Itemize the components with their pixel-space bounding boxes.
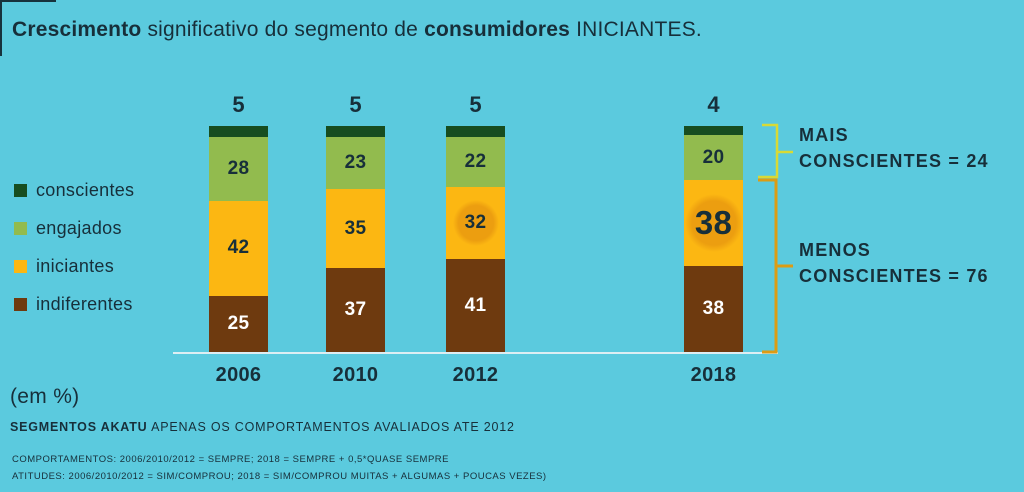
segment-value-iniciantes-2018: 38 — [694, 204, 733, 242]
legend-label: iniciantes — [36, 255, 115, 276]
segment-value-iniciantes-2006: 42 — [227, 237, 250, 259]
legend-swatch-engajados — [14, 221, 27, 235]
bar-segment-iniciantes-2012: 32 — [446, 187, 505, 260]
bar-segment-indiferentes-2010: 37 — [326, 268, 385, 352]
legend-item-conscientes: conscientes — [14, 179, 134, 201]
title-bold-crescimento: Crescimento — [12, 18, 142, 41]
fine-print-atitudes: ATITUDES: 2006/2010/2012 = SIM/COMPROU; … — [12, 471, 547, 482]
bar-segment-iniciantes-2010: 35 — [326, 189, 385, 269]
title-text-end: INICIANTES. — [570, 18, 702, 41]
mais-line1: MAIS — [799, 125, 849, 145]
menos-line2: CONSCIENTES = 76 — [799, 266, 989, 287]
bar-segment-conscientes-2010 — [326, 126, 385, 138]
bracket-menos-conscientes — [758, 178, 793, 354]
segment-value-iniciantes-2012: 32 — [464, 212, 487, 234]
legend-swatch-conscientes — [14, 183, 27, 197]
segment-value-iniciantes-2010: 35 — [344, 217, 367, 239]
page-title: Crescimento significativo do segmento de… — [12, 18, 702, 42]
legend-swatch-iniciantes — [14, 259, 27, 273]
bar-2018: 4 20 38 38 — [684, 92, 743, 352]
legend-item-indiferentes: indiferentes — [14, 293, 134, 315]
bar-2006: 5 28 42 25 — [209, 92, 268, 352]
fine-print-comportamentos: COMPORTAMENTOS: 2006/2010/2012 = SEMPRE;… — [12, 454, 449, 465]
menos-line1: MENOS — [799, 240, 872, 260]
bar-segment-engajados-2006: 28 — [209, 137, 268, 201]
segment-value-engajados-2012: 22 — [464, 151, 487, 173]
bar-segment-iniciantes-2006: 42 — [209, 200, 268, 296]
bar-segment-indiferentes-2006: 25 — [209, 295, 268, 352]
title-text: significativo do segmento de — [141, 18, 425, 41]
legend-item-iniciantes: iniciantes — [14, 255, 134, 277]
x-axis-label-2012: 2012 — [452, 364, 499, 386]
unit-note: (em %) — [10, 385, 80, 408]
segment-value-indiferentes-2012: 41 — [464, 294, 487, 316]
legend-label: engajados — [36, 217, 122, 238]
bar-segment-engajados-2010: 23 — [326, 137, 385, 190]
label-mais-conscientes: MAIS CONSCIENTES = 24 — [799, 122, 989, 174]
bar-segment-conscientes-2012 — [446, 126, 505, 138]
source-line: SEGMENTOS AKATU APENAS OS COMPORTAMENTOS… — [10, 420, 515, 434]
bar-top-label-conscientes-2010: 5 — [349, 92, 362, 118]
legend-label: conscientes — [36, 179, 135, 200]
segment-value-engajados-2006: 28 — [227, 157, 250, 179]
segment-value-indiferentes-2018: 38 — [702, 298, 725, 320]
legend-swatch-indiferentes — [14, 297, 27, 311]
bar-top-label-conscientes-2018: 4 — [707, 92, 720, 118]
mais-line2: CONSCIENTES = 24 — [799, 151, 989, 172]
bar-top-label-conscientes-2012: 5 — [469, 92, 482, 118]
bar-segment-indiferentes-2012: 41 — [446, 259, 505, 352]
bar-segment-conscientes-2018 — [684, 126, 743, 136]
chart-baseline — [173, 352, 778, 354]
segment-value-engajados-2010: 23 — [344, 152, 367, 174]
bar-segment-engajados-2012: 22 — [446, 137, 505, 188]
bar-segment-conscientes-2006 — [209, 126, 268, 138]
bracket-mais-conscientes — [758, 123, 793, 179]
segment-value-indiferentes-2006: 25 — [227, 312, 250, 334]
title-bold-consumidores: consumidores — [424, 18, 571, 41]
segment-value-engajados-2018: 20 — [702, 146, 725, 168]
chart-legend: conscientes engajados iniciantes indiferent… — [14, 179, 134, 331]
bar-2012: 5 22 32 41 — [446, 92, 505, 352]
highlight-circle-2018 — [684, 194, 743, 253]
screenshot-edge-artifact-left — [0, 0, 2, 56]
legend-label: indiferentes — [36, 293, 133, 314]
label-menos-conscientes: MENOS CONSCIENTES = 76 — [799, 237, 989, 289]
bar-segment-indiferentes-2018: 38 — [684, 266, 743, 352]
x-axis-label-2006: 2006 — [215, 364, 262, 386]
source-rest: APENAS OS COMPORTAMENTOS AVALIADOS ATE 2… — [147, 420, 515, 434]
legend-item-engajados: engajados — [14, 217, 134, 239]
bar-segment-iniciantes-2018: 38 — [684, 180, 743, 267]
bar-2010: 5 23 35 37 — [326, 92, 385, 352]
x-axis-label-2010: 2010 — [332, 364, 379, 386]
source-bold: SEGMENTOS AKATU — [10, 420, 148, 434]
segment-value-indiferentes-2010: 37 — [344, 299, 367, 321]
bar-segment-engajados-2018: 20 — [684, 135, 743, 181]
screenshot-edge-artifact-top — [0, 0, 56, 2]
grouping-brackets — [758, 123, 793, 354]
highlight-circle-2012 — [452, 200, 499, 247]
x-axis-label-2018: 2018 — [690, 364, 737, 386]
bar-top-label-conscientes-2006: 5 — [232, 92, 245, 118]
